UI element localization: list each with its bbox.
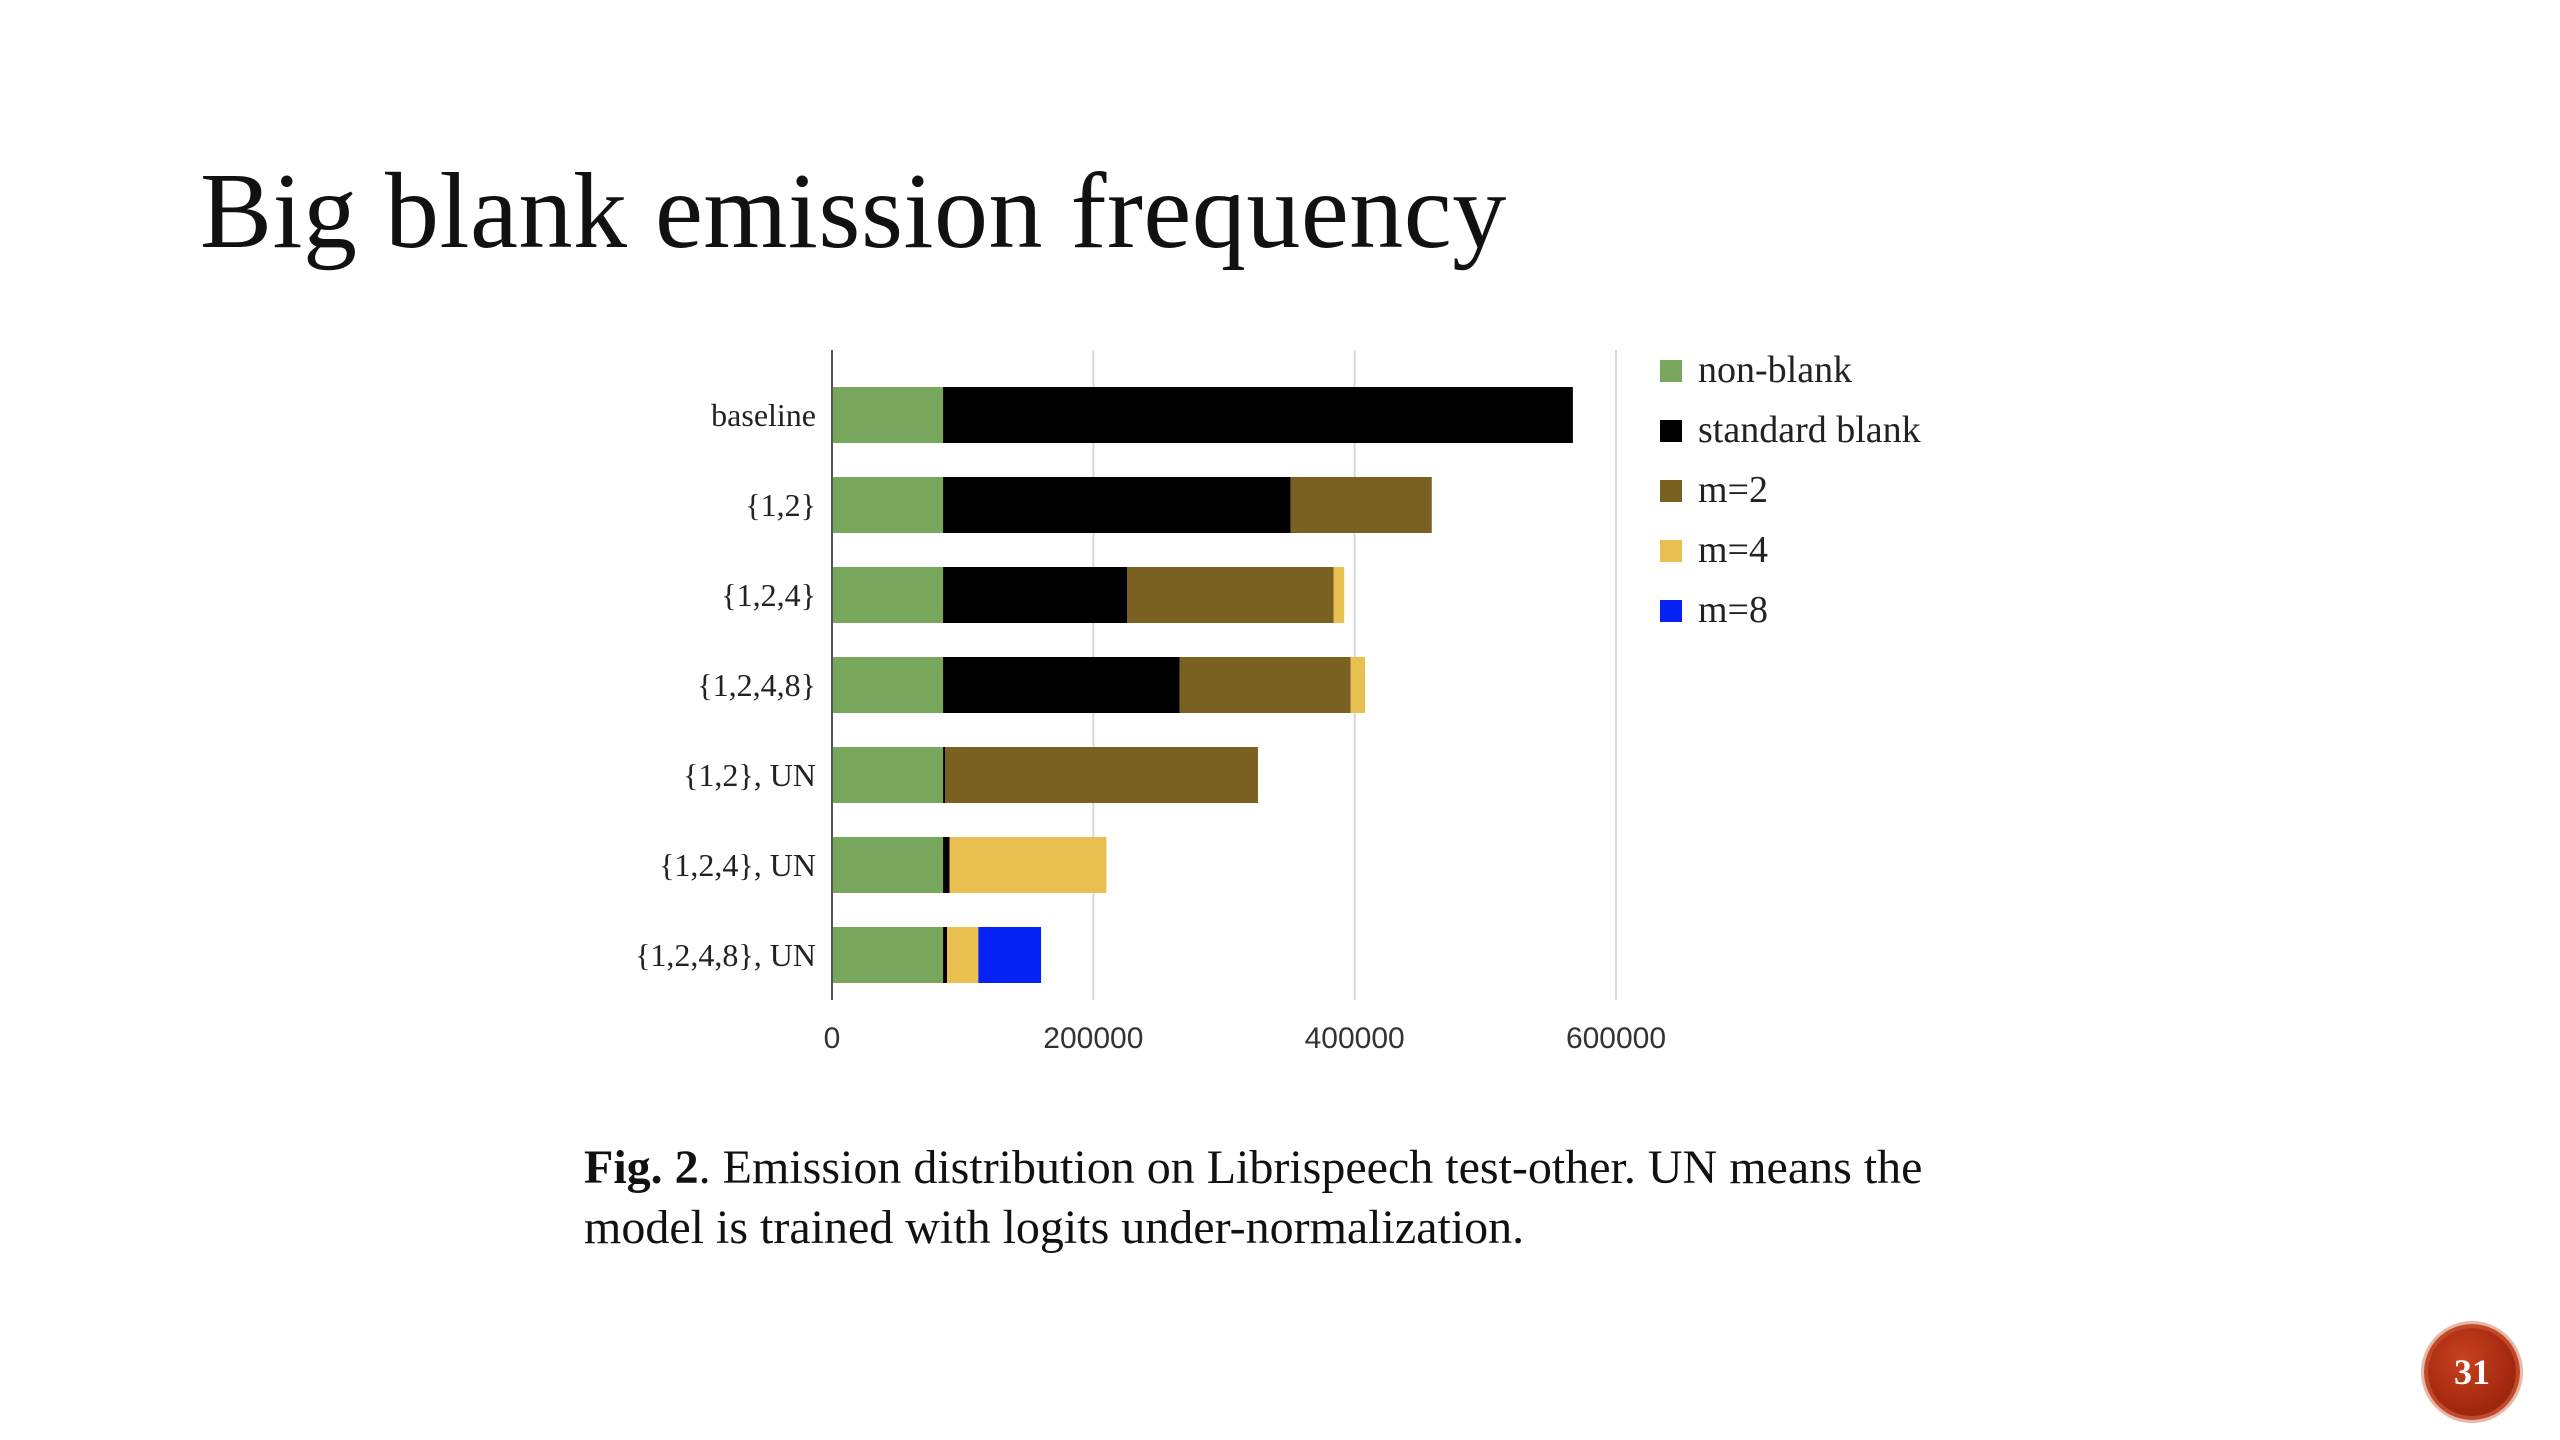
category-label: {1,2,4} — [721, 577, 816, 613]
bar-segment — [832, 927, 944, 983]
x-tick-label: 0 — [824, 1022, 841, 1055]
bar-segment — [832, 567, 944, 623]
x-tick-label: 600000 — [1566, 1022, 1666, 1055]
bar-segment — [832, 477, 944, 533]
bar-segment — [943, 837, 950, 893]
page-number-badge: 31 — [2424, 1324, 2520, 1420]
bar-segment — [949, 837, 1107, 893]
bar-segment — [943, 747, 946, 803]
bar-segment — [1350, 657, 1366, 713]
legend-label: m=2 — [1698, 469, 1768, 511]
category-label: {1,2,4,8}, UN — [635, 937, 816, 973]
legend-swatch — [1660, 420, 1682, 442]
category-label: baseline — [711, 397, 816, 433]
category-label: {1,2}, UN — [683, 757, 816, 793]
bar-segment — [832, 657, 944, 713]
bar-segment — [1179, 657, 1351, 713]
legend-label: m=8 — [1698, 589, 1768, 631]
emission-bar-chart: baseline {1,2} {1,2,4} {1,2,4,8} {1,2}, UN {1… — [635, 349, 1921, 1055]
bar-segment — [832, 387, 944, 443]
bar-segment — [1333, 567, 1345, 623]
bar-segment — [832, 837, 944, 893]
category-label: {1,2,4,8} — [697, 667, 816, 703]
bar-segment — [945, 747, 1258, 803]
legend-swatch — [1660, 360, 1682, 382]
legend-swatch — [1660, 600, 1682, 622]
bar-segment — [943, 477, 1291, 533]
legend-label: non-blank — [1698, 349, 1852, 391]
bar-segment — [832, 747, 944, 803]
bar-segment — [943, 567, 1128, 623]
x-tick-labels: 0 200000 400000 600000 — [824, 1022, 1666, 1055]
legend-swatch — [1660, 480, 1682, 502]
chart-legend: non-blank standard blank m=2 m=4 m=8 — [1660, 349, 1921, 631]
category-labels: baseline {1,2} {1,2,4} {1,2,4,8} {1,2}, UN {1… — [635, 397, 816, 973]
bar-segment — [946, 927, 979, 983]
bar-segment — [1290, 477, 1432, 533]
bar-segment — [978, 927, 1042, 983]
legend-label: standard blank — [1698, 409, 1921, 451]
figure-caption-text: . Emission distribution on Librispeech t… — [584, 1141, 1923, 1254]
legend-swatch — [1660, 540, 1682, 562]
figure-label: Fig. 2 — [584, 1141, 699, 1194]
legend-label: m=4 — [1698, 529, 1768, 571]
figure-caption: Fig. 2. Emission distribution on Librisp… — [584, 1138, 1984, 1258]
category-label: {1,2} — [745, 487, 816, 523]
bar-segment — [1127, 567, 1334, 623]
page-number: 31 — [2454, 1352, 2490, 1392]
x-tick-label: 400000 — [1305, 1022, 1405, 1055]
slide-title: Big blank emission frequency — [200, 152, 1507, 271]
category-label: {1,2,4}, UN — [659, 847, 816, 883]
stacked-bars — [832, 387, 1573, 983]
bar-segment — [943, 927, 947, 983]
bar-segment — [943, 387, 1573, 443]
bar-segment — [943, 657, 1180, 713]
x-tick-label: 200000 — [1043, 1022, 1143, 1055]
